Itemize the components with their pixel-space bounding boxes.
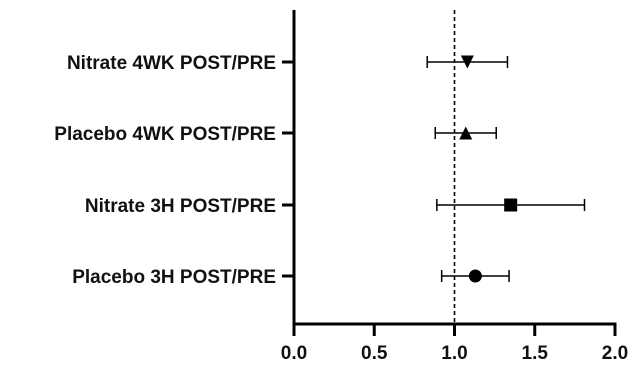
point-marker [459, 126, 473, 140]
category-label: Nitrate 4WK POST/PRE [67, 53, 276, 74]
point-marker [468, 269, 482, 283]
category-label: Nitrate 3H POST/PRE [85, 196, 276, 217]
x-tick-label: 0.5 [361, 343, 388, 364]
category-label: Placebo 4WK POST/PRE [54, 124, 276, 145]
x-ticks: 0.0 0.5 1.0 1.5 2.0 [281, 324, 628, 364]
point-marker [504, 198, 518, 212]
data-point-3 [436, 198, 586, 212]
x-tick-label: 0.0 [281, 343, 307, 364]
category-labels: Nitrate 4WK POST/PRE Placebo 4WK POST/PRE… [54, 53, 276, 288]
point-marker [460, 55, 474, 69]
x-tick-label: 2.0 [602, 343, 628, 364]
data-point-2 [434, 126, 497, 140]
data-point-1 [426, 55, 509, 69]
axes [282, 10, 617, 326]
category-label: Placebo 3H POST/PRE [72, 267, 276, 288]
data-marks [426, 55, 586, 283]
x-tick-label: 1.0 [441, 343, 467, 364]
x-tick-label: 1.5 [522, 343, 549, 364]
data-point-4 [440, 269, 510, 283]
